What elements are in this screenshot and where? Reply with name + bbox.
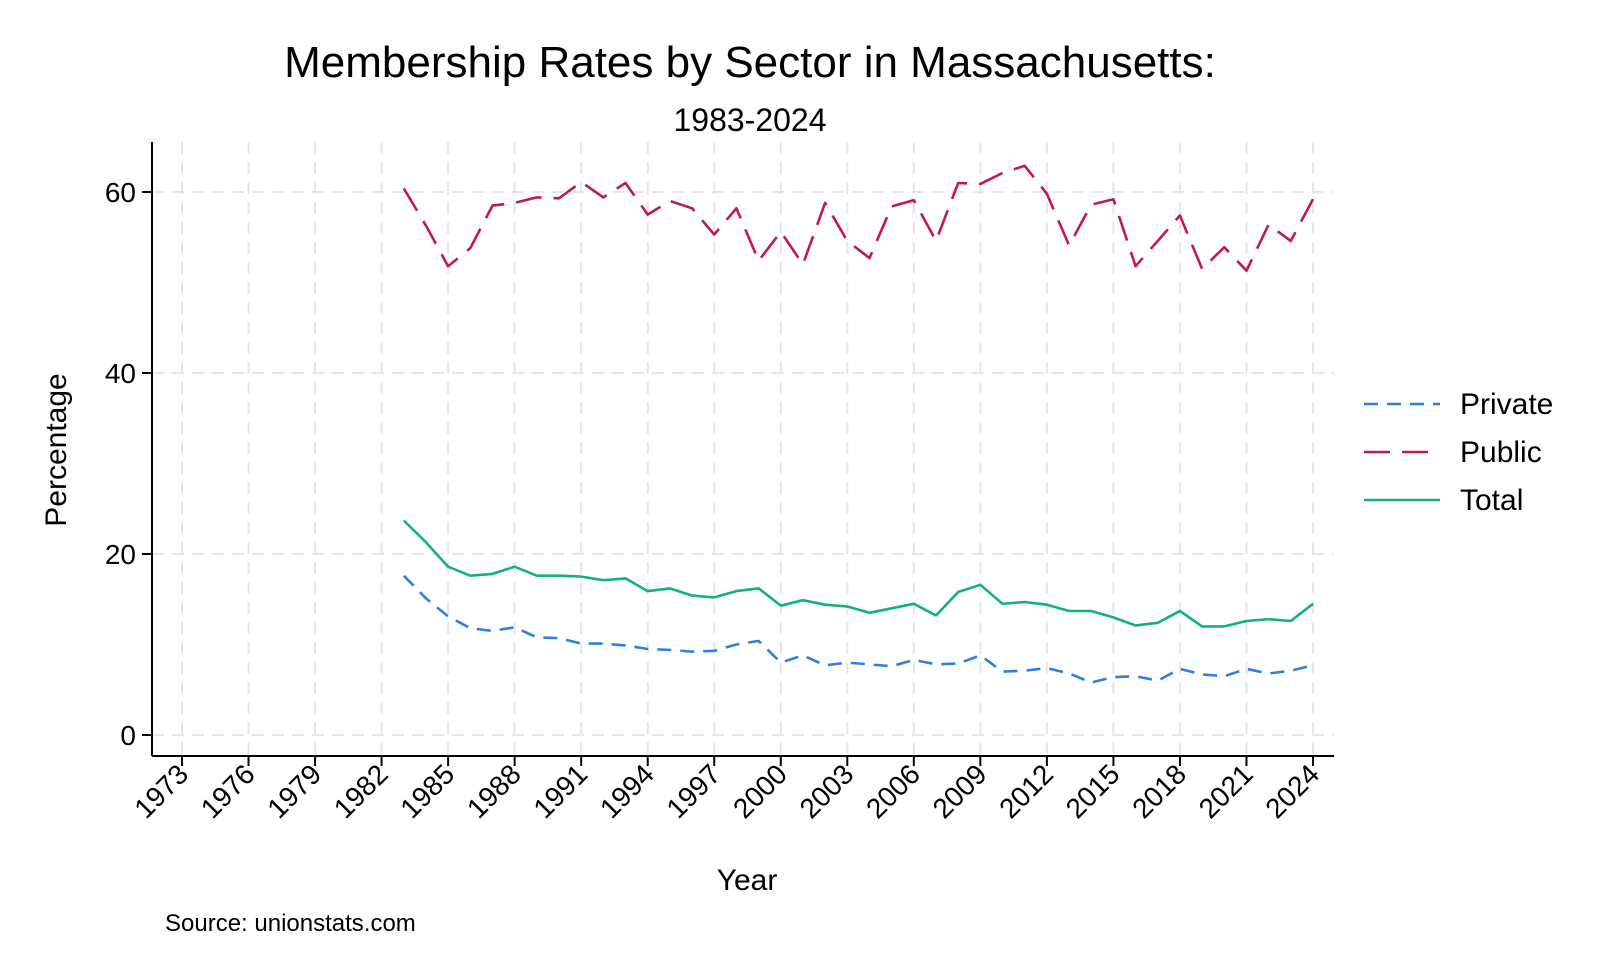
series-line-total [402,519,1314,628]
x-tick-label: 2021 [1193,758,1259,824]
legend: Private Public Total [1364,388,1553,517]
x-tick-label: 1979 [261,758,327,824]
x-tick-label: 2009 [927,758,993,824]
x-tick-label: 2015 [1060,758,1126,824]
series-lines [402,164,1315,684]
x-tick-label: 1976 [195,758,261,824]
x-tick-label: 1991 [527,758,593,824]
x-tick-label: 1994 [594,758,660,824]
chart-subtitle: 1983-2024 [673,102,827,138]
x-tick-label: 2012 [993,758,1059,824]
grid-lines [152,142,1334,756]
x-tick-label: 2024 [1259,758,1325,824]
legend-label-private: Private [1460,388,1553,421]
x-tick-label: 2018 [1126,758,1192,824]
y-axis-title: Percentage [40,373,73,526]
legend-label-total: Total [1460,484,1523,517]
x-tick-label: 1988 [461,758,527,824]
x-tick-label: 2003 [794,758,860,824]
x-tick-label: 1997 [661,758,727,824]
chart-title: Membership Rates by Sector in Massachuse… [284,38,1216,87]
source-note: Source: unionstats.com [165,910,416,937]
series-line-private [402,574,1314,684]
series-line-public [402,164,1315,273]
x-axis-title: Year [717,864,778,897]
y-tick-label: 60 [105,177,136,208]
axes [151,142,1334,757]
y-tick-label: 20 [105,539,136,570]
legend-label-public: Public [1460,436,1542,469]
x-tick-label: 1985 [394,758,460,824]
x-tick-label: 2000 [727,758,793,824]
x-tick-label: 2006 [860,758,926,824]
x-tick-label: 1973 [128,758,194,824]
y-tick-label: 0 [120,720,136,751]
x-tick-label: 1982 [328,758,394,824]
y-tick-label: 40 [105,358,136,389]
